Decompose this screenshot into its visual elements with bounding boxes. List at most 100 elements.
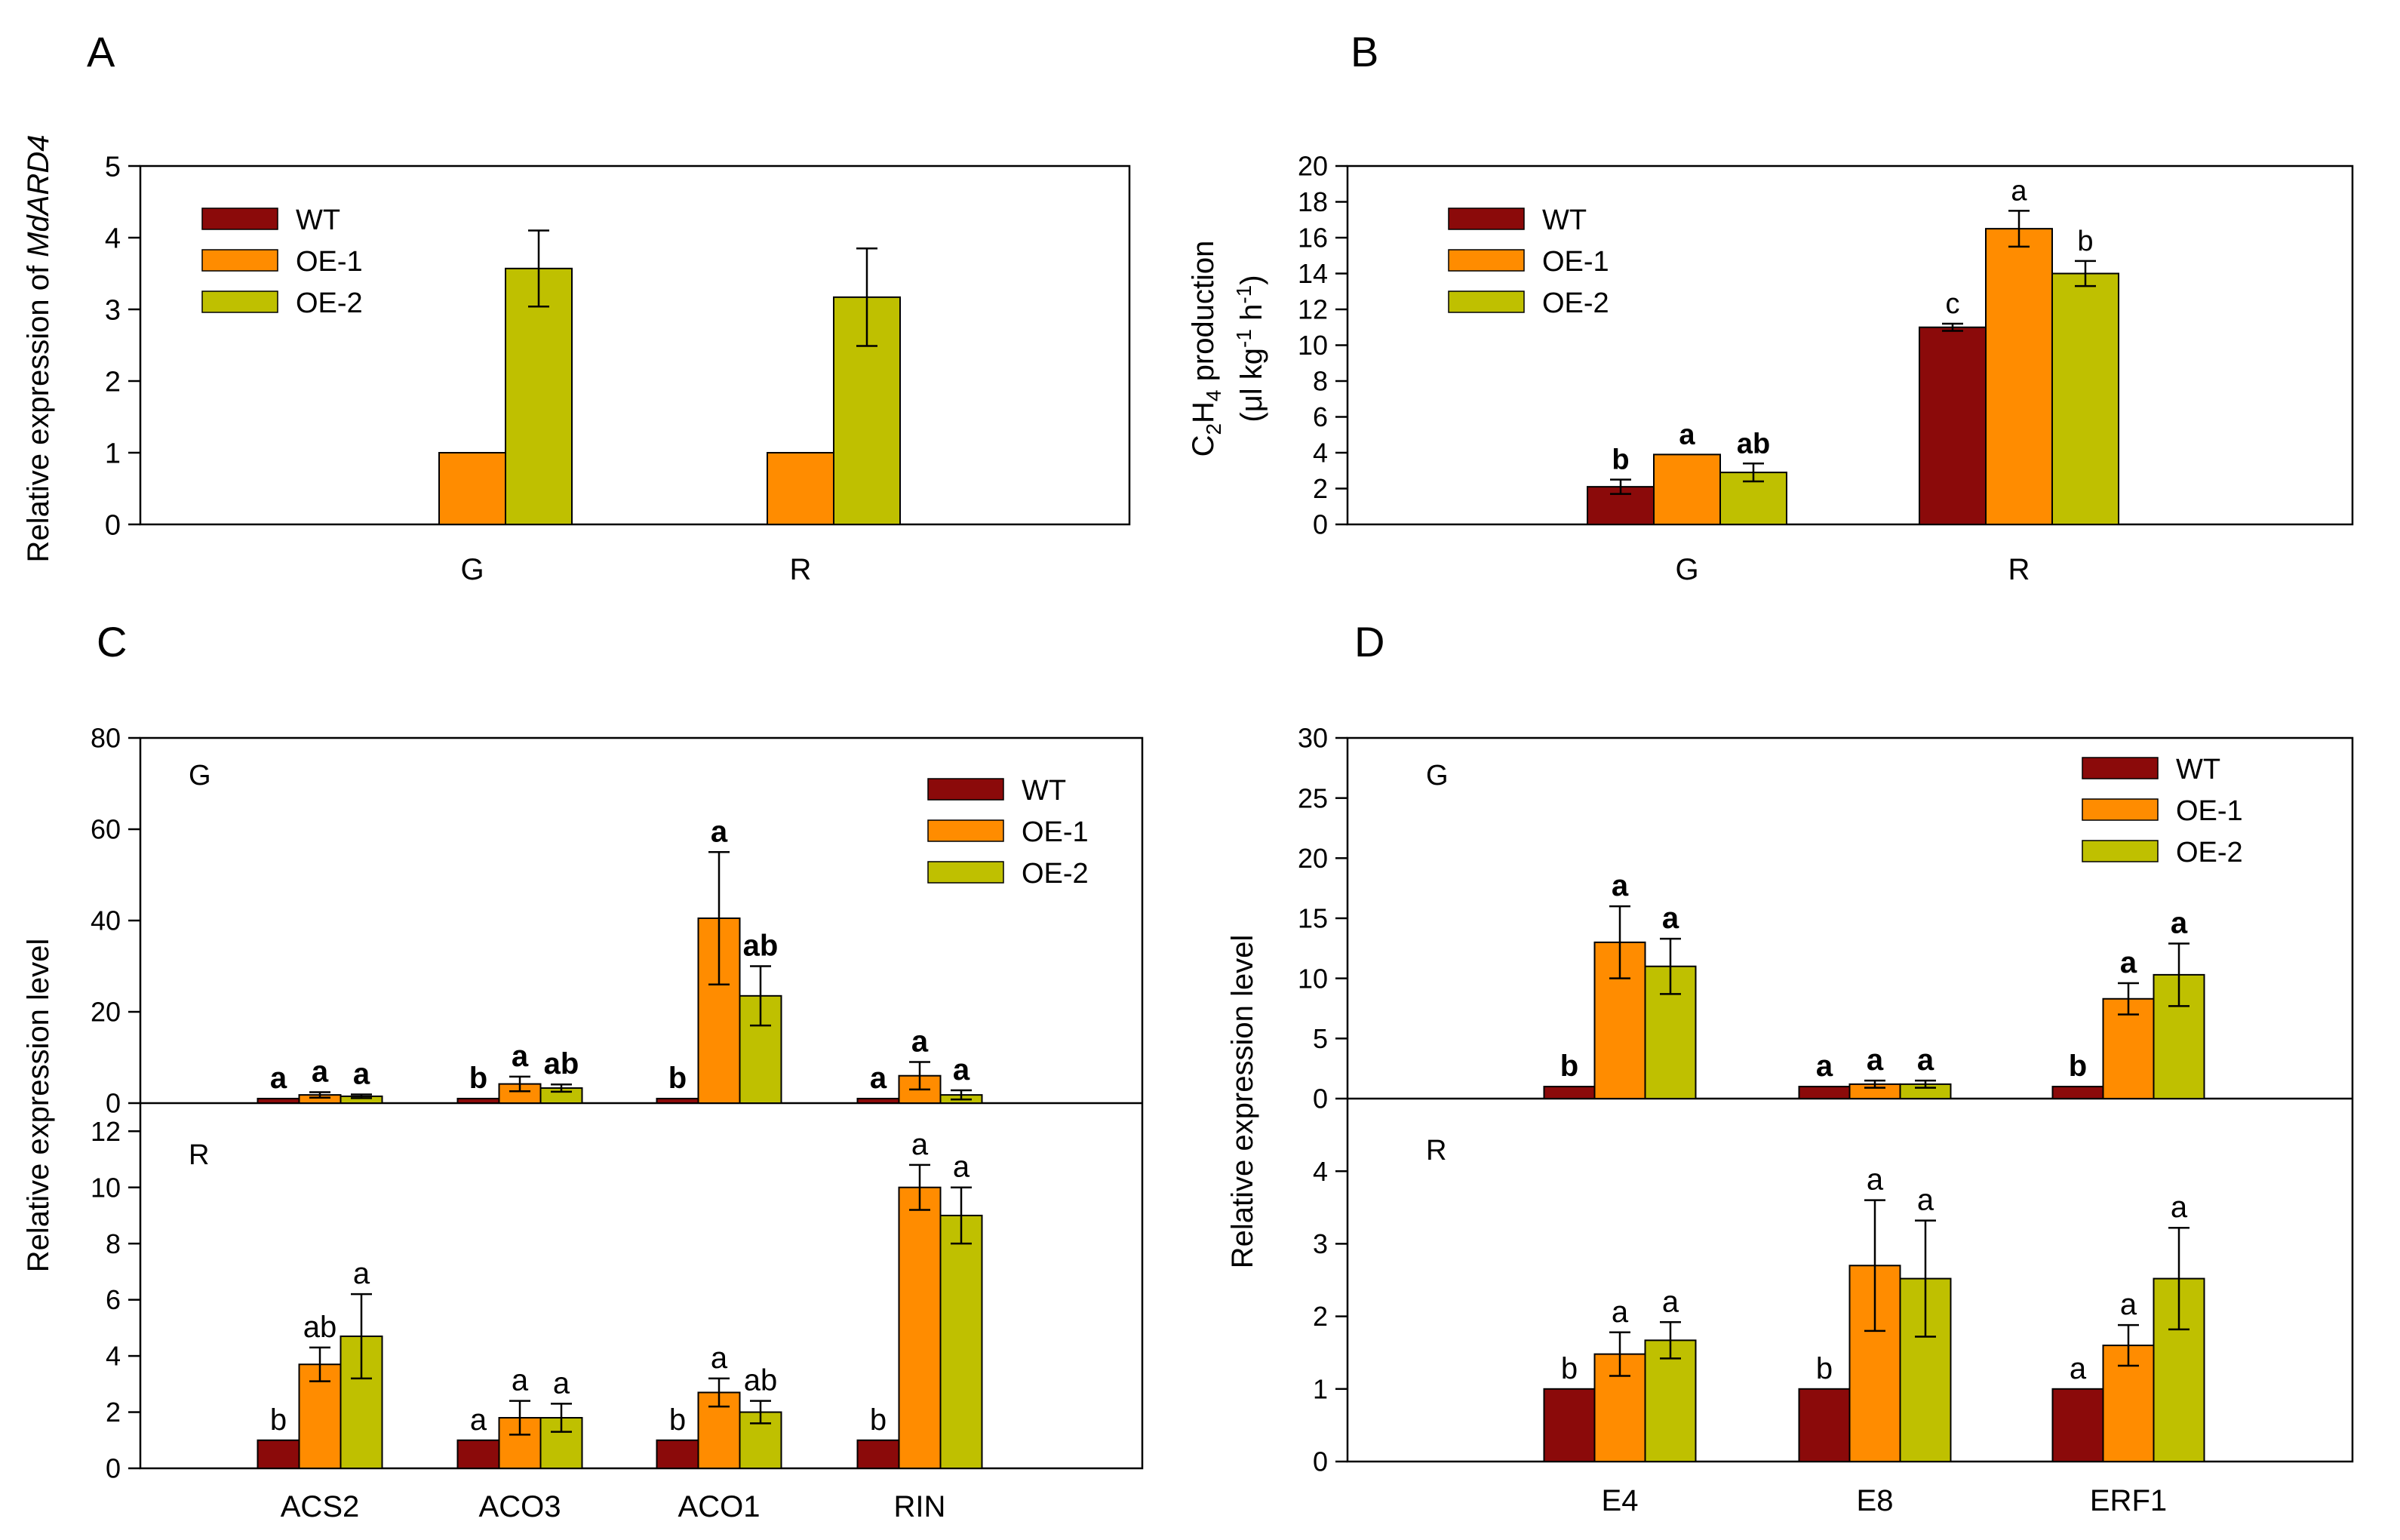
- significance-letter-d-g-oe-1-e8: a: [1867, 1044, 1884, 1077]
- legend-label-c-oe-2: OE-2: [1022, 858, 1089, 890]
- x-tick-label-d-e8: E8: [1857, 1484, 1894, 1517]
- y-ticks-b: 0 2 4 6 8 10 12 14 16 18 20: [1298, 151, 1348, 540]
- y-tick-label-b-10: 20: [1298, 151, 1328, 182]
- y-tick-label-a-5: 5: [105, 151, 121, 183]
- significance-letter-c-r-wt-aco1: b: [669, 1403, 686, 1437]
- significance-letter-c-g-oe-1-rin: a: [911, 1025, 929, 1059]
- y-tick-label-c-g-3: 60: [91, 814, 121, 845]
- x-tick-label-d-e4: E4: [1602, 1484, 1639, 1517]
- significance-letter-c-g-oe-2-aco1: ab: [743, 930, 779, 963]
- y-tick-label-b-8: 16: [1298, 223, 1328, 254]
- y-ticks-c: 0 20 40 60 80 0 2 4 6 8 10 12: [91, 723, 140, 1484]
- y-tick-label-c-r-5: 10: [91, 1172, 121, 1203]
- y-tick-label-b-4: 8: [1313, 366, 1328, 397]
- bar-c-r-wt-acs2: [257, 1439, 300, 1470]
- subpanel-label-c-g: G: [189, 760, 211, 792]
- legend-swatch-d-wt: [2082, 757, 2159, 779]
- y-tick-label-b-5: 10: [1298, 330, 1328, 361]
- bar-b-oe-2-r: [2051, 272, 2119, 525]
- x-tick-label-d-erf1: ERF1: [2090, 1484, 2167, 1517]
- significance-letter-c-r-wt-rin: b: [870, 1403, 887, 1437]
- significance-letter-d-g-wt-e8: a: [1816, 1050, 1833, 1083]
- legend-swatch-b-oe-1: [1448, 249, 1525, 272]
- significance-letter-c-r-wt-acs2: b: [270, 1403, 287, 1437]
- y-tick-label-b-3: 6: [1313, 401, 1328, 432]
- significance-letter-c-g-oe-2-rin: a: [953, 1053, 970, 1087]
- x-tick-label-c-aco1: ACO1: [678, 1490, 761, 1523]
- x-ticks-d: E4 E8 ERF1: [1602, 1484, 2168, 1517]
- panel-c: C Relative expression level G R 02040608…: [22, 618, 1144, 1523]
- significance-letter-c-g-oe-1-aco1: a: [711, 815, 728, 848]
- significance-letter-c-g-wt-acs2: a: [270, 1062, 287, 1095]
- x-ticks-c: ACS2 ACO3 ACO1 RIN: [281, 1490, 946, 1523]
- significance-letter-c-g-oe-2-aco3: ab: [544, 1047, 579, 1080]
- legend-swatch-d-oe-1: [2082, 798, 2159, 821]
- y-tick-label-c-g-0: 0: [106, 1088, 121, 1119]
- significance-letter-c-r-oe-1-rin: a: [911, 1128, 929, 1161]
- significance-letter-c-r-oe-1-aco3: a: [512, 1364, 529, 1397]
- y-tick-label-c-g-4: 80: [91, 723, 121, 754]
- y-tick-label-b-7: 14: [1298, 258, 1328, 289]
- y-tick-label-a-2: 2: [105, 366, 121, 398]
- legend-swatch-c-oe-1: [927, 819, 1004, 842]
- y-tick-label-d-r-4: 4: [1313, 1156, 1328, 1187]
- y-tick-label-c-r-1: 2: [106, 1397, 121, 1428]
- legend-label-c-oe-1: OE-1: [1022, 816, 1089, 848]
- legend-label-a-oe-1: OE-1: [296, 246, 363, 278]
- x-tick-label-a-g: G: [460, 553, 484, 586]
- significance-letter-d-g-oe-1-erf1: a: [2120, 946, 2137, 979]
- significance-letter-c-g-oe-2-acs2: a: [353, 1058, 370, 1091]
- significance-letter-c-g-wt-rin: a: [870, 1062, 887, 1095]
- significance-letter-c-g-oe-1-aco3: a: [512, 1040, 529, 1073]
- y-tick-label-d-g-3: 15: [1298, 903, 1328, 934]
- bar-d-r-wt-e4: [1543, 1388, 1596, 1463]
- y-tick-label-b-0: 0: [1313, 509, 1328, 540]
- y-ticks-a: 0 1 2 3 4 5: [105, 151, 140, 541]
- legend-a: WT OE-1 OE-2: [201, 204, 363, 319]
- x-tick-label-a-r: R: [790, 553, 812, 586]
- x-tick-label-c-aco3: ACO3: [479, 1490, 561, 1523]
- bar-d-g-wt-e4: [1543, 1086, 1596, 1099]
- y-tick-label-d-r-1: 1: [1313, 1373, 1328, 1404]
- significance-letter-c-r-oe-2-aco1: ab: [744, 1364, 778, 1397]
- plot-frame-a: [139, 164, 1131, 526]
- legend-label-d-oe-2: OE-2: [2176, 837, 2243, 868]
- significance-letter-d-r-oe-2-e8: a: [1917, 1184, 1934, 1217]
- bar-d-r-wt-e8: [1798, 1388, 1851, 1463]
- y-tick-label-b-6: 12: [1298, 294, 1328, 325]
- bar-c-g-wt-aco3: [456, 1097, 500, 1104]
- y-tick-label-c-r-0: 0: [106, 1453, 121, 1484]
- significance-letter-c-g-oe-1-acs2: a: [312, 1055, 329, 1088]
- panel-label-d: D: [1354, 618, 1384, 665]
- significance-letter-c-r-oe-2-acs2: a: [353, 1257, 370, 1290]
- legend-b: WT OE-1 OE-2: [1448, 204, 1609, 319]
- x-tick-label-c-acs2: ACS2: [281, 1490, 360, 1523]
- y-tick-label-d-r-2: 2: [1313, 1301, 1328, 1332]
- bar-d-g-oe-1-erf1: [2102, 997, 2155, 1099]
- significance-letter-b-wt-r: c: [1946, 288, 1960, 320]
- bar-a-oe-2-g: [505, 267, 573, 525]
- y-tick-label-d-g-1: 5: [1313, 1023, 1328, 1054]
- significance-letter-d-r-wt-erf1: a: [2070, 1352, 2087, 1385]
- y-tick-label-d-g-5: 25: [1298, 782, 1328, 813]
- legend-swatch-a-wt: [201, 207, 278, 230]
- panel-label-b: B: [1351, 28, 1378, 75]
- panel-a: A Relative expression of MdARD4 0 1 2 3 4 5 G…: [22, 28, 1131, 586]
- significance-letter-d-r-wt-e8: b: [1816, 1352, 1833, 1385]
- bar-c-r-wt-aco1: [656, 1439, 699, 1470]
- subpanel-label-d-g: G: [1426, 760, 1449, 792]
- legend-d: WT OE-1 OE-2: [2082, 754, 2243, 868]
- legend-label-d-oe-1: OE-1: [2176, 795, 2243, 827]
- significance-letter-c-r-oe-2-aco3: a: [553, 1366, 570, 1400]
- bar-d-r-wt-erf1: [2051, 1388, 2104, 1463]
- legend-c: WT OE-1 OE-2: [927, 775, 1089, 890]
- significance-letter-d-r-wt-e4: b: [1561, 1352, 1578, 1385]
- panel-d: D Relative expression level G R 05101520…: [1226, 618, 2354, 1517]
- bar-c-r-oe-2-aco1: [739, 1411, 782, 1469]
- x-tick-label-b-g: G: [1675, 553, 1698, 586]
- bar-b-wt-r: [1919, 326, 1987, 525]
- legend-label-b-wt: WT: [1542, 204, 1587, 236]
